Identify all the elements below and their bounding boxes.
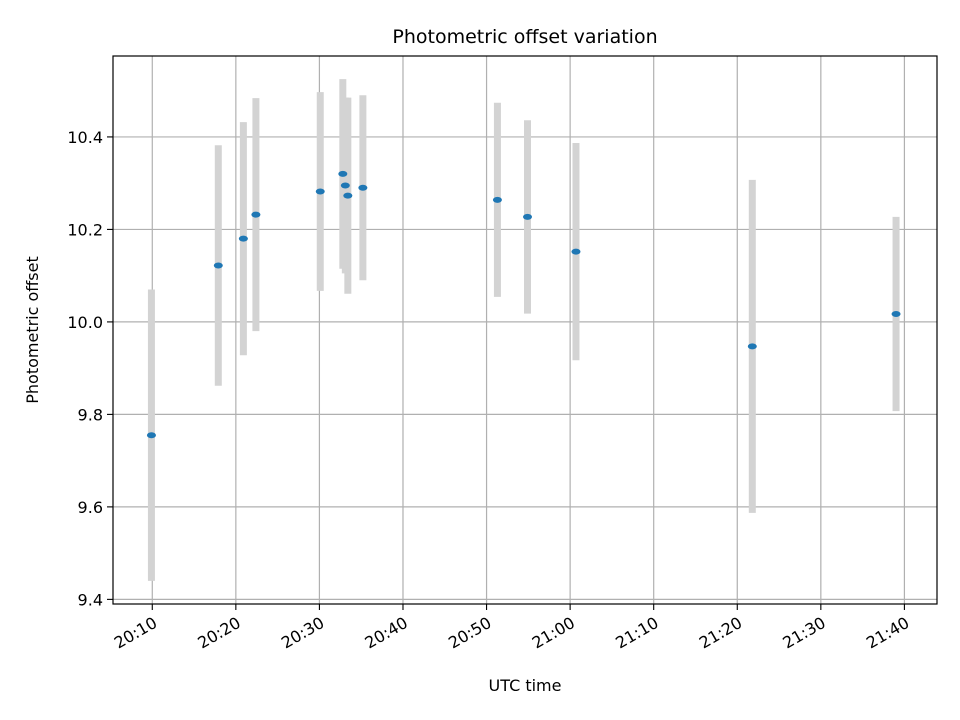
data-point <box>358 184 368 191</box>
y-axis-title: Photometric offset <box>23 256 42 404</box>
y-tick-label: 10.4 <box>67 128 103 147</box>
data-point <box>523 213 533 220</box>
data-point <box>238 235 248 242</box>
data-point <box>251 211 261 218</box>
data-point <box>891 311 901 318</box>
chart-title: Photometric offset variation <box>392 26 657 48</box>
y-tick-label: 9.6 <box>78 498 103 517</box>
data-point <box>146 432 156 439</box>
data-point <box>343 192 353 199</box>
data-point <box>571 248 581 255</box>
data-points <box>146 170 901 439</box>
data-point <box>340 182 350 189</box>
y-tick-label: 10.0 <box>67 313 103 332</box>
x-axis-title: UTC time <box>489 676 562 695</box>
data-point <box>747 343 757 350</box>
data-point <box>315 188 325 195</box>
y-axis-ticks: 9.4 9.6 9.8 10.0 10.2 10.4 <box>67 128 113 609</box>
data-point <box>492 196 502 203</box>
y-tick-label: 10.2 <box>67 220 103 239</box>
grid <box>113 56 937 604</box>
plot-frame <box>112 55 938 605</box>
y-tick-label: 9.4 <box>78 590 103 609</box>
data-point <box>338 170 348 177</box>
y-tick-label: 9.8 <box>78 405 103 424</box>
data-point <box>213 262 223 269</box>
